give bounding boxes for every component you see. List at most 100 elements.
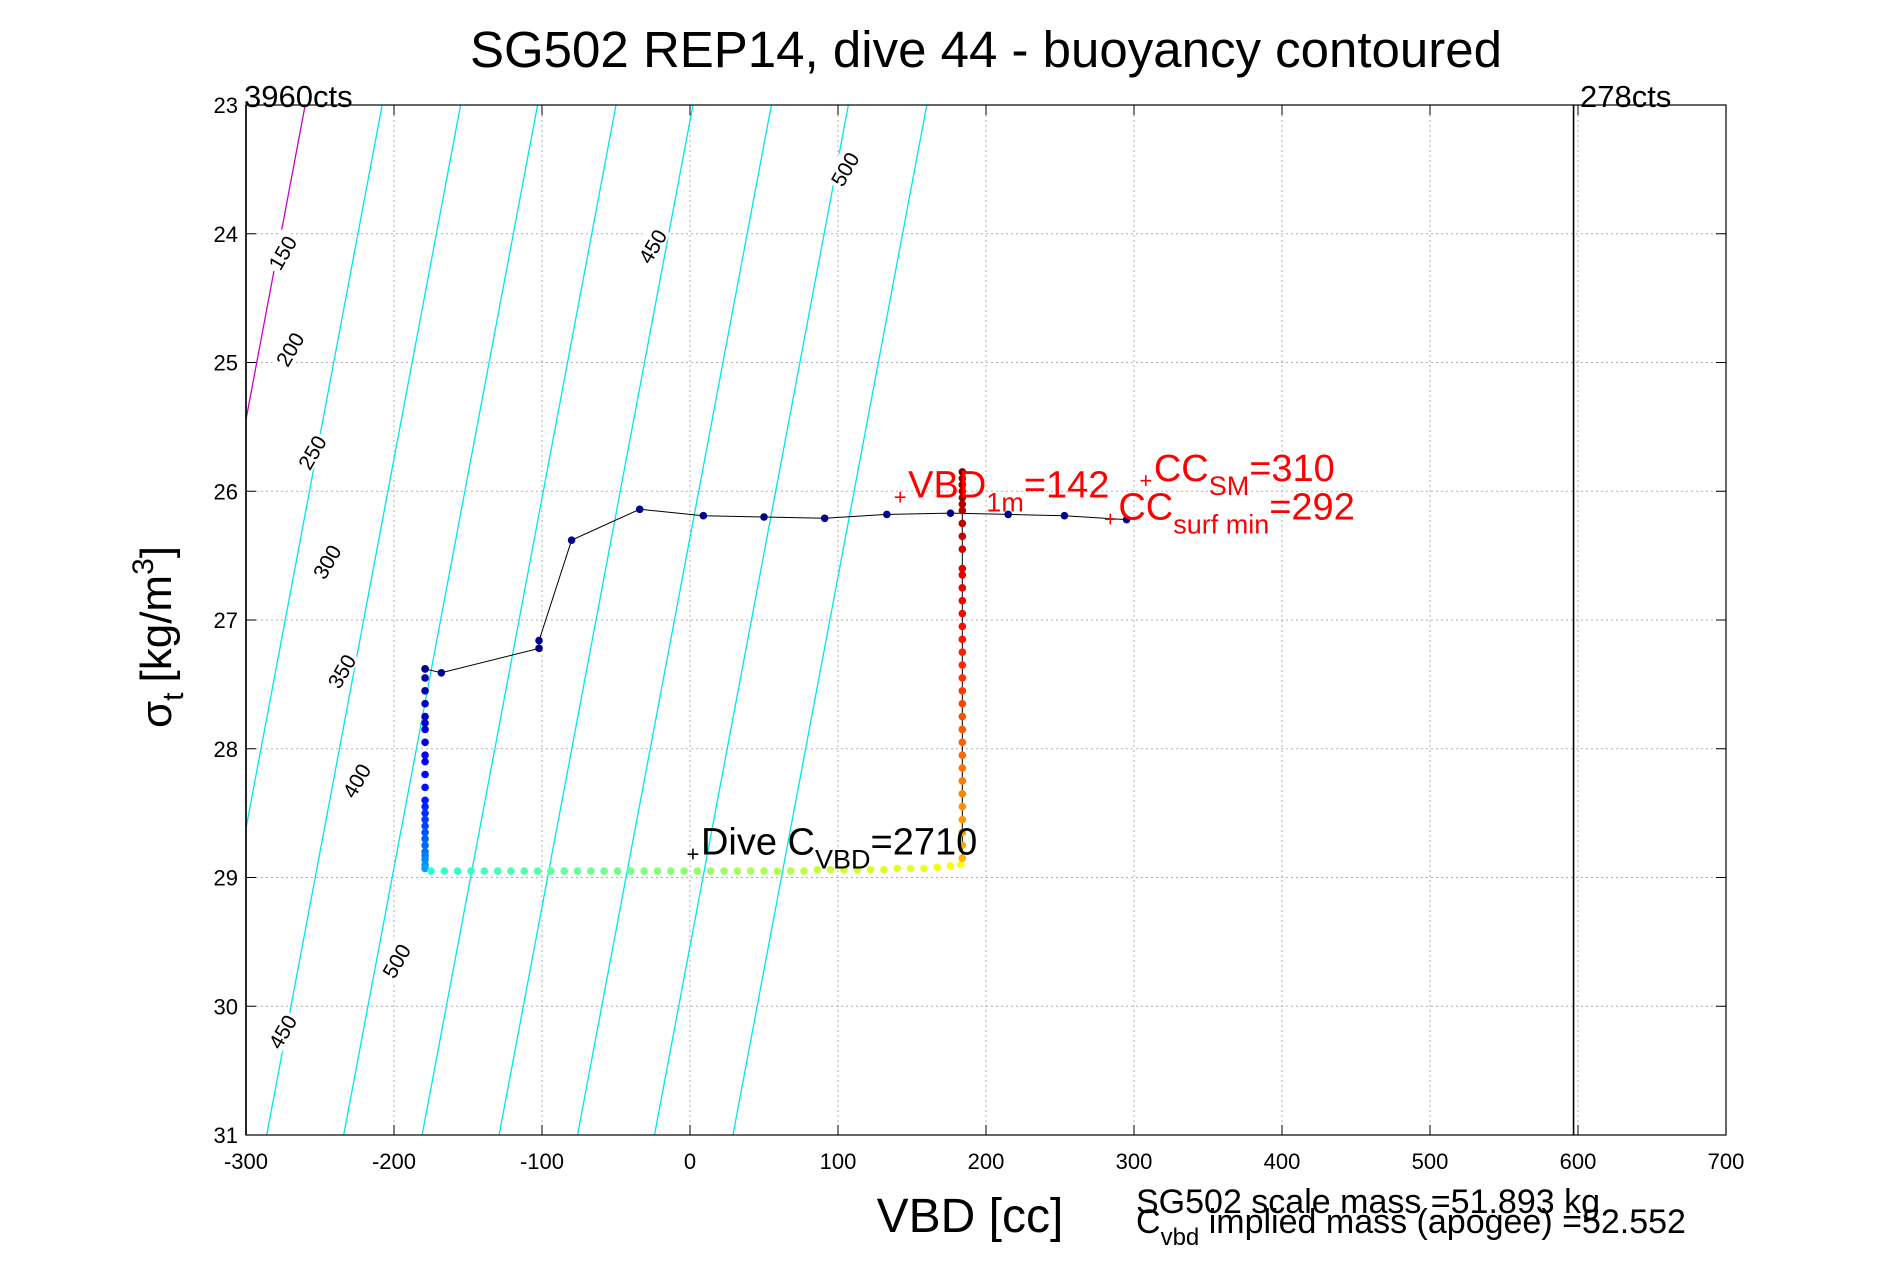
dive-data-point (421, 674, 429, 682)
climb-profile-line (424, 471, 1127, 865)
climb-data-point (883, 510, 891, 519)
dive-data-point (958, 571, 967, 579)
climb-data-point (1004, 510, 1012, 519)
annotation-label: CCsurf min=292 (1118, 487, 1355, 540)
dive-data-point (800, 867, 808, 875)
dive-data-point (627, 867, 635, 875)
dive-data-point (421, 783, 429, 792)
dive-data-point (421, 725, 429, 734)
vbd-min-counts-label: 3960cts (244, 79, 353, 114)
dive-data-point (958, 802, 967, 811)
dive-data-point (587, 867, 595, 875)
annotation-label-main: VBD (908, 465, 986, 507)
x-tick-label: 700 (1708, 1149, 1745, 1174)
climb-data-point (421, 665, 429, 673)
dive-data-point (933, 863, 941, 871)
y-tick-label: 25 (214, 351, 238, 376)
climb-data-point (535, 644, 543, 653)
dive-data-point (421, 822, 429, 830)
dive-data-point (786, 867, 795, 875)
dive-data-point (421, 809, 429, 817)
dive-data-point (613, 867, 622, 875)
dive-data-point (813, 865, 822, 874)
annotation-label-value: =142 (1024, 465, 1110, 507)
dive-data-point (421, 757, 429, 766)
x-tick-label: 400 (1264, 1149, 1301, 1174)
dive-data-point (421, 841, 429, 850)
dive-data-point (958, 622, 967, 631)
dive-data-point (866, 865, 875, 874)
dive-data-point (493, 867, 502, 875)
dive-data-point (893, 864, 901, 873)
dive-data-point (958, 564, 967, 573)
annotation-label-main: CC (1118, 487, 1173, 529)
dive-data-point (573, 867, 582, 875)
y-tick-label: 31 (214, 1123, 238, 1148)
annotation-label-subscript: VBD (815, 844, 871, 874)
dive-data-point (958, 712, 967, 721)
footer-implied-mass: Cvbd implied mass (apogee) =52.552 (1136, 1203, 1686, 1251)
y-axis-label-subscript: t (157, 692, 190, 701)
dive-data-point (680, 867, 688, 875)
dive-data-point (958, 790, 967, 798)
footer-implied-mass-subscript: vbd (1161, 1224, 1200, 1251)
climb-data-point (437, 668, 446, 677)
dive-data-point (958, 468, 967, 476)
dive-data-point (421, 770, 429, 779)
dive-data-point (958, 500, 967, 508)
dive-data-point (880, 865, 888, 874)
annotation-label-main: Dive C (701, 821, 815, 863)
dive-data-points (421, 468, 1131, 875)
dive-data-point (547, 867, 555, 875)
climb-data-point (1060, 511, 1069, 520)
dive-data-point (746, 867, 755, 875)
grid-lines (246, 105, 1726, 1135)
x-tick-label: 300 (1116, 1149, 1153, 1174)
footer-implied-mass-text: implied mass (apogee) =52.552 (1199, 1203, 1686, 1241)
climb-data-point (760, 513, 768, 521)
dive-data-point (946, 862, 955, 870)
x-axis-label: VBD [cc] (877, 1190, 1064, 1243)
contour-label-background (306, 538, 346, 584)
contour-label-background (631, 222, 671, 269)
contour-line (421, 105, 617, 1135)
dive-data-point (560, 867, 568, 875)
dive-data-point (958, 609, 967, 618)
dive-data-point (958, 519, 967, 528)
climb-line (424, 508, 1127, 674)
y-axis-label-units: [kg/m (132, 575, 181, 683)
footer-scale-mass: SG502 scale mass =51.893 kg (1136, 1183, 1600, 1221)
contour-line (20, 105, 212, 1135)
dive-data-point (958, 738, 967, 747)
dive-data-point (520, 867, 529, 875)
climb-data-point (567, 536, 576, 544)
annotation-label-value: =292 (1269, 487, 1355, 529)
dive-data-point (640, 867, 648, 875)
contour-label-background (320, 647, 360, 694)
dive-data-point (421, 815, 429, 824)
dive-data-point (853, 865, 862, 874)
contour-line (266, 105, 462, 1135)
contour-label-background (261, 229, 301, 275)
dive-data-point (840, 865, 848, 874)
dive-data-point (421, 751, 429, 759)
dive-data-point (706, 867, 715, 875)
x-tick-label: 0 (684, 1149, 696, 1174)
dive-data-point (906, 864, 915, 873)
dive-data-point (760, 867, 768, 875)
y-tick-label: 24 (214, 222, 238, 247)
annotation-marker: + (687, 841, 700, 866)
x-tick-label: 100 (820, 1149, 857, 1174)
dive-data-point (421, 712, 429, 721)
contour-line (246, 105, 383, 832)
annotation-label-subscript: surf min (1173, 510, 1269, 540)
y-tick-label: 29 (214, 866, 238, 891)
dive-data-point (958, 699, 967, 708)
dive-data-point (533, 867, 542, 875)
climb-data-point (535, 636, 543, 645)
annotation-label: VBD1m=142 (908, 465, 1109, 518)
dive-data-point (440, 867, 449, 875)
dive-data-point (720, 867, 728, 875)
dive-data-point (421, 835, 429, 843)
